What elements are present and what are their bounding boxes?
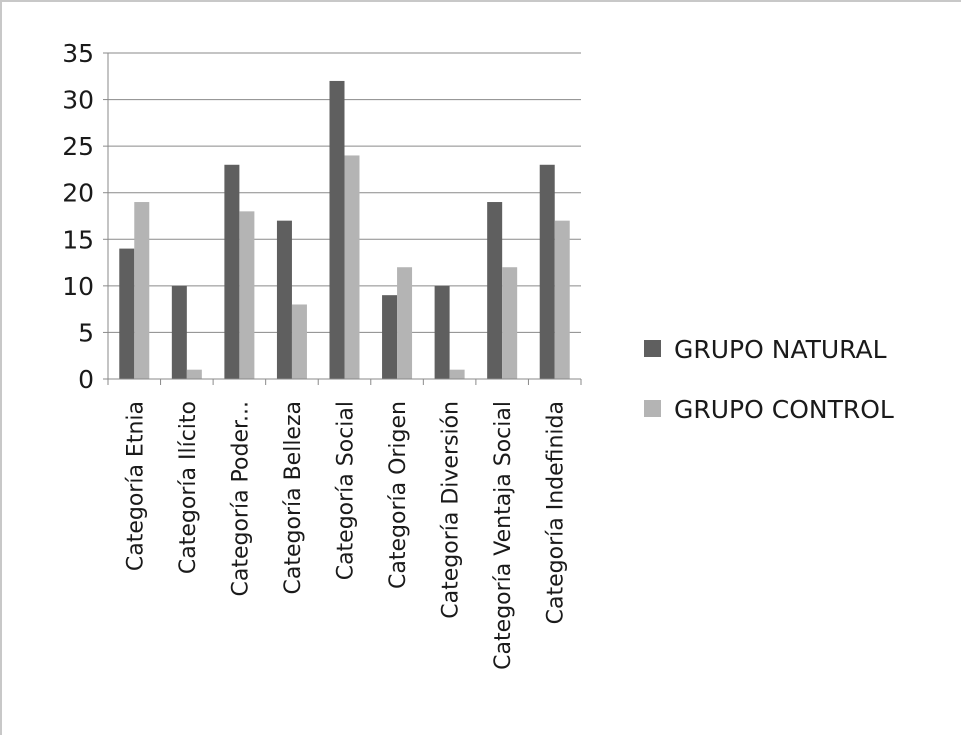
legend-label: GRUPO CONTROL — [674, 395, 894, 424]
bar-grupo-natural — [171, 285, 187, 379]
y-tick-label: 25 — [62, 132, 94, 161]
bar-grupo-natural — [487, 202, 503, 379]
bars — [119, 80, 570, 379]
x-tick-labels: Categoría Etnia Categoría Ilícito Categorí… — [123, 401, 568, 670]
y-tick-label: 35 — [62, 39, 94, 68]
y-tick-label: 0 — [78, 365, 94, 394]
bar-grupo-natural — [329, 80, 345, 379]
bar-grupo-control — [449, 369, 465, 379]
x-tick-label: Categoría Etnia — [123, 401, 148, 571]
y-tick-label: 20 — [62, 179, 94, 208]
bar-grupo-control — [134, 202, 150, 379]
x-tick-label: Categoría Poder... — [228, 401, 253, 597]
x-tick-label: Categoría Origen — [386, 401, 411, 589]
legend: GRUPO NATURAL GRUPO CONTROL — [644, 335, 894, 424]
x-tick-label: Categoría Diversión — [439, 401, 464, 619]
bar-grupo-natural — [382, 295, 398, 379]
y-tick-label: 5 — [78, 318, 94, 347]
x-tick-label: Categoría Ventaja Social — [491, 401, 516, 670]
bar-grupo-control — [344, 155, 360, 379]
bar-grupo-natural — [539, 164, 555, 379]
x-tick-label: Categoría Indefinida — [544, 401, 569, 624]
bar-grupo-natural — [119, 248, 135, 379]
legend-swatch — [644, 340, 661, 357]
x-tick-label: Categoría Belleza — [281, 401, 306, 594]
x-tick-label: Categoría Social — [334, 401, 359, 580]
bar-grupo-control — [554, 220, 570, 379]
bar-grupo-control — [239, 211, 255, 379]
bar-grupo-control — [397, 267, 413, 379]
x-tick-label: Categoría Ilícito — [176, 401, 201, 574]
bar-grupo-natural — [434, 285, 450, 379]
y-tick-label: 30 — [62, 86, 94, 115]
bar-grupo-control — [502, 267, 518, 379]
y-tick-label: 10 — [62, 272, 94, 301]
legend-label: GRUPO NATURAL — [674, 335, 887, 364]
bar-grupo-control — [186, 369, 202, 379]
axes — [103, 52, 582, 385]
y-tick-label: 15 — [62, 225, 94, 254]
y-tick-labels: 0 5 10 15 20 25 30 35 — [62, 39, 94, 394]
bar-grupo-natural — [276, 220, 292, 379]
bar-grupo-natural — [224, 164, 240, 379]
bar-grupo-control — [291, 304, 307, 379]
legend-swatch — [644, 400, 661, 417]
